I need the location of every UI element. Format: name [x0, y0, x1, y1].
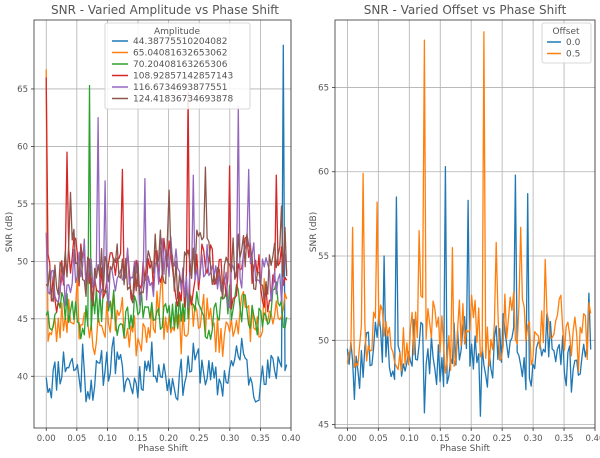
amplitude-legend: Amplitude 44.38775510204082 65.0408163265… [104, 22, 251, 110]
amplitude-series-group [45, 44, 288, 403]
y-tick-label: 45 [17, 315, 28, 325]
legend-label: 108.92857142857143 [133, 72, 233, 82]
amplitude-legend-title: Amplitude [154, 27, 201, 37]
series-line-124.41836734693878 [45, 166, 288, 306]
x-tick-label: 0.30 [220, 434, 239, 444]
x-tick-label: 0.05 [67, 434, 86, 444]
y-tick-label: 55 [17, 200, 28, 210]
y-tick-label: 60 [318, 168, 329, 178]
legend-label: 0.0 [566, 38, 581, 48]
series-line-65.04081632653062 [45, 69, 288, 358]
y-tick-label: 60 [17, 142, 28, 152]
x-tick-label: 0.30 [524, 434, 543, 444]
y-tick-label: 40 [17, 372, 28, 382]
x-tick-label: 0.10 [400, 434, 419, 444]
y-tick-label: 45 [318, 421, 329, 431]
offset-legend: Offset 0.0 0.5 [541, 22, 592, 64]
series-line-0.0 [346, 166, 592, 417]
x-tick-label: 0.00 [37, 434, 56, 444]
legend-label: 124.41836734693878 [133, 95, 233, 105]
series-line-0.5 [346, 31, 592, 374]
offset-legend-title: Offset [552, 27, 580, 37]
offset-series-group [346, 31, 592, 417]
legend-label: 44.38775510204082 [133, 37, 227, 47]
legend-label: 70.20408163265306 [133, 60, 228, 70]
x-tick-label: 0.15 [129, 434, 148, 444]
x-tick-label: 0.40 [586, 434, 600, 444]
y-tick-label: 50 [318, 336, 329, 346]
x-tick-label: 0.00 [338, 434, 357, 444]
amplitude-panel: SNR - Varied Amplitude vs Phase Shift Ph… [5, 3, 300, 454]
y-tick-label: 55 [318, 252, 329, 262]
x-tick-label: 0.20 [159, 434, 178, 444]
y-tick-label: 65 [17, 85, 28, 95]
offset-panel: SNR - Varied Offset vs Phase Shift Phase… [309, 3, 600, 454]
amplitude-ticks: 0.00 0.05 0.10 0.15 0.20 0.25 0.30 0.35 0.40 40 45… [17, 85, 300, 444]
series-line-70.20408163265306 [45, 84, 288, 341]
offset-ticks: 0.00 0.05 0.10 0.15 0.20 0.25 0.30 0.35 0.40 45 50… [318, 83, 600, 444]
x-tick-label: 0.35 [251, 434, 270, 444]
x-tick-label: 0.20 [462, 434, 481, 444]
offset-plot-frame [334, 19, 596, 429]
x-tick-label: 0.25 [190, 434, 209, 444]
x-tick-label: 0.10 [98, 434, 117, 444]
legend-label: 0.5 [566, 50, 580, 60]
amplitude-x-axis-label: Phase Shift [138, 444, 189, 454]
y-tick-label: 50 [17, 257, 28, 267]
amplitude-y-axis-label: SNR (dB) [5, 212, 15, 252]
x-tick-label: 0.35 [555, 434, 574, 444]
y-tick-label: 65 [318, 83, 329, 93]
amplitude-chart-title: SNR - Varied Amplitude vs Phase Shift [51, 3, 279, 17]
x-tick-label: 0.15 [431, 434, 450, 444]
legend-label: 65.04081632653062 [133, 49, 227, 59]
x-tick-label: 0.05 [369, 434, 388, 444]
offset-grid [335, 20, 596, 428]
x-tick-label: 0.25 [493, 434, 512, 444]
offset-chart-title: SNR - Varied Offset vs Phase Shift [364, 3, 567, 17]
series-line-44.38775510204082 [45, 44, 288, 403]
offset-y-axis-label: SNR (dB) [309, 212, 319, 252]
amplitude-plot-frame [33, 19, 292, 429]
legend-label: 116.6734693877551 [133, 83, 227, 93]
offset-x-axis-label: Phase Shift [440, 444, 491, 454]
amplitude-legend-box [104, 22, 251, 110]
x-tick-label: 0.40 [282, 434, 301, 444]
